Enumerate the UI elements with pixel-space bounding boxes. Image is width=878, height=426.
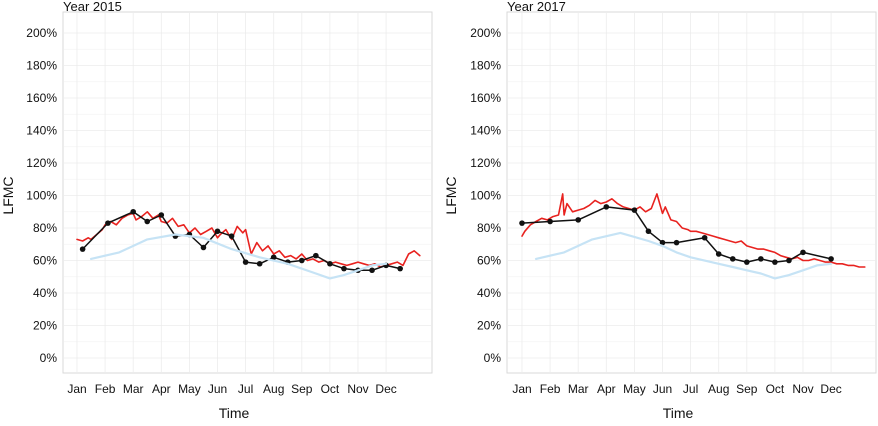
x-tick-label: Jun [208, 382, 227, 396]
y-tick-label: 140% [470, 124, 501, 138]
y-tick-label: 200% [470, 26, 501, 40]
data-point-black [575, 217, 581, 223]
x-tick-label: Nov [347, 382, 368, 396]
y-axis-title: LFMC [0, 176, 16, 214]
y-tick-label: 0% [484, 351, 502, 365]
data-point-black [673, 239, 680, 246]
data-point-black [130, 208, 136, 215]
y-tick-label: 160% [470, 91, 501, 105]
y-tick-label: 40% [33, 286, 57, 300]
y-tick-label: 60% [477, 254, 501, 268]
series-line-red [521, 193, 866, 268]
data-point-black [828, 256, 834, 262]
data-point-black [200, 244, 207, 251]
x-tick-label: Jan [512, 382, 531, 396]
data-point-black [105, 220, 111, 226]
data-point-black [79, 246, 86, 252]
x-tick-label: May [623, 382, 646, 396]
data-point-black [519, 220, 525, 226]
x-tick-label: Apr [152, 382, 171, 396]
y-tick-label: 20% [33, 319, 57, 333]
y-tick-label: 100% [470, 189, 501, 203]
data-point-black [144, 218, 151, 225]
data-point-black [327, 260, 333, 267]
data-point-black [341, 265, 347, 272]
x-tick-label: Jun [653, 382, 672, 396]
data-point-black [729, 256, 736, 262]
data-point-black [758, 256, 764, 262]
data-point-black [800, 249, 806, 256]
x-tick-label: Sep [736, 382, 758, 396]
series-line-red [76, 211, 421, 268]
x-tick-label: Feb [540, 382, 561, 396]
x-tick-label: Oct [766, 382, 785, 396]
x-tick-label: Jul [683, 382, 698, 396]
x-tick-label: Aug [263, 382, 284, 396]
y-tick-label: 80% [33, 221, 57, 235]
x-tick-label: Nov [792, 382, 813, 396]
data-point-black [659, 239, 666, 246]
chart-title: Year 2017 [507, 0, 566, 14]
data-point-black [744, 259, 750, 265]
y-axis-title: LFMC [443, 176, 459, 214]
y-tick-label: 80% [477, 221, 501, 235]
data-point-black [299, 257, 305, 264]
series-line-light_blue [89, 233, 388, 280]
data-point-black [645, 228, 652, 235]
y-tick-label: 0% [40, 351, 58, 365]
series-line-light_blue [534, 231, 833, 280]
x-tick-label: Jan [67, 382, 86, 396]
data-point-black [786, 257, 792, 264]
x-axis-title: Time [663, 405, 694, 421]
x-tick-label: Aug [708, 382, 729, 396]
x-tick-label: Dec [820, 382, 841, 396]
data-point-black [158, 212, 165, 218]
data-point-black [214, 228, 221, 235]
x-axis-title: Time [219, 405, 250, 421]
x-tick-label: Apr [597, 382, 616, 396]
plot-frame [62, 11, 433, 374]
data-point-black [701, 234, 708, 241]
data-point-black [715, 251, 722, 257]
y-tick-label: 100% [26, 189, 57, 203]
y-tick-label: 120% [470, 156, 501, 170]
x-tick-label: May [178, 382, 201, 396]
plot-frame [506, 11, 877, 374]
data-point-black [369, 267, 375, 274]
data-point-black [631, 207, 638, 213]
y-tick-label: 120% [26, 156, 57, 170]
y-tick-label: 60% [33, 254, 57, 268]
y-tick-label: 140% [26, 124, 57, 138]
series-line-black [521, 206, 832, 263]
x-tick-label: Jul [238, 382, 253, 396]
y-tick-label: 40% [477, 286, 501, 300]
data-point-black [397, 265, 403, 272]
data-point-black [772, 259, 778, 265]
data-point-black [270, 254, 277, 261]
data-point-black [603, 204, 610, 210]
x-tick-label: Dec [375, 382, 396, 396]
x-tick-label: Sep [291, 382, 313, 396]
data-point-black [228, 233, 235, 239]
y-tick-label: 160% [26, 91, 57, 105]
chart-title: Year 2015 [63, 0, 122, 14]
x-tick-label: Mar [123, 382, 144, 396]
chart-panel-2: 0% 20% 40% 60% 80% 100% 120% 140% 160% 180% 200% Ja… [443, 0, 877, 421]
series-line-black [81, 211, 401, 272]
data-point-black [313, 252, 319, 259]
x-tick-label: Oct [321, 382, 340, 396]
chart-panel-1: 0% 20% 40% 60% 80% 100% 120% 140% 160% 180% 200% Ja… [0, 0, 433, 421]
y-tick-label: 200% [26, 26, 57, 40]
y-tick-label: 20% [477, 319, 501, 333]
y-tick-label: 180% [470, 59, 501, 73]
data-point-black [242, 259, 249, 265]
data-point-black [256, 260, 263, 267]
x-tick-label: Feb [95, 382, 116, 396]
x-tick-label: Mar [568, 382, 589, 396]
y-tick-label: 180% [26, 59, 57, 73]
data-point-black [547, 218, 553, 225]
